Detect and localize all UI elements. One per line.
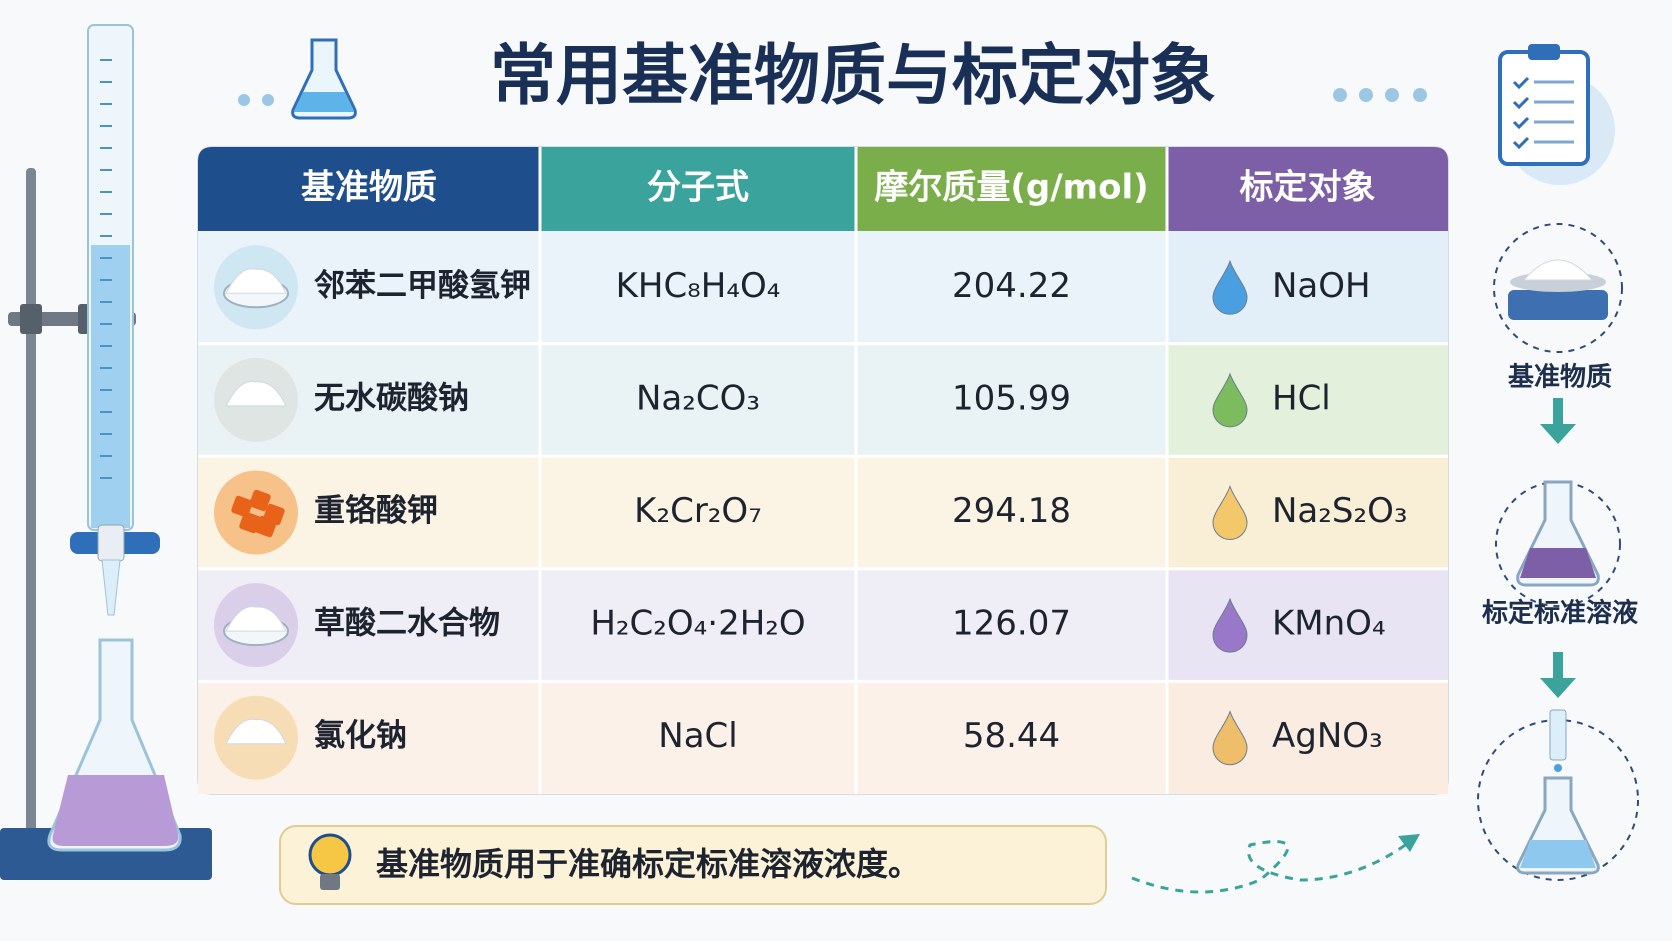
target: KMnO₄ [1272,604,1386,644]
header-label: 标定对象 [1240,168,1376,208]
stand-rod [26,168,36,843]
crystal [255,515,277,538]
molar-mass: 294.18 [952,491,1071,531]
dot [1413,88,1427,102]
target-bg [1167,231,1448,344]
check [1512,136,1530,150]
flow-burette [1549,709,1567,761]
powder [225,606,287,632]
clamp [20,304,42,334]
header-label: 基准物质 [301,168,437,208]
flask-liquid [52,775,179,846]
powder [225,380,287,407]
drop-icon [1212,597,1248,653]
target-bg [1167,343,1448,457]
formula: KHC₈H₄O₄ [616,266,781,306]
row-bg [198,231,1167,344]
compound-name: 重铬酸钾 [314,493,438,529]
target-bg [1167,681,1448,794]
target: Na₂S₂O₃ [1272,491,1408,531]
flow-label: 基准物质 [1508,363,1612,393]
target: HCl [1272,378,1331,418]
dot [1333,88,1347,102]
molar-mass: 58.44 [963,716,1060,756]
dot [238,94,250,106]
compound-name: 氯化钠 [314,718,407,754]
clipboard [1498,50,1590,166]
drop-icon [1212,485,1248,540]
burette-tip [101,559,121,616]
check [1512,116,1530,130]
row-bg [198,681,1167,794]
dot [1359,88,1373,102]
dot [1385,88,1399,102]
crystal [249,489,271,512]
burette-liquid [91,245,130,528]
target: AgNO₃ [1272,716,1383,756]
bulb [308,833,352,877]
balance-powder [1522,259,1594,281]
balance [1508,290,1608,320]
flow-arrow-head [1540,678,1576,698]
title: 常用基准物质与标定对象 [490,37,1216,114]
header-cell [1167,147,1448,231]
row-bg [198,456,1167,569]
molar-mass: 126.07 [952,604,1071,644]
compound-icon [214,470,298,555]
header-cell [540,147,856,231]
header-label: 分子式 [647,168,749,208]
flow-flask-liquid [1520,548,1596,578]
powder [225,268,287,294]
check [1512,96,1530,110]
dashed-arrow [1131,836,1416,894]
compound-name: 邻苯二甲酸氢钾 [314,268,531,304]
dot [262,94,274,106]
crystal [239,511,261,534]
header-cell [198,147,540,231]
header-label: 摩尔质量(g/mol) [874,168,1148,208]
target-bg [1167,568,1448,682]
tip-box [279,825,1107,905]
powder [225,718,287,745]
drop-icon [1212,372,1248,428]
flow-label: 标定标准溶液 [1482,598,1638,629]
header-cell [856,147,1167,231]
arrow-head [1398,834,1420,852]
row-bg [198,343,1167,457]
flow-arrow-head [1540,424,1576,444]
flow-circle [1493,223,1623,353]
check [1512,76,1530,90]
molar-mass: 105.99 [952,378,1071,418]
stopcock-body [97,524,125,562]
tip-text: 基准物质用于准确标定标准溶液浓度。 [376,845,920,883]
crystal [231,495,253,518]
flow-arrow-shaft [1553,398,1563,428]
flow-arrow-shaft [1553,652,1563,682]
drop-icon [1212,710,1248,766]
flow-flask2-liquid [1520,840,1596,868]
target: NaOH [1272,266,1371,306]
drop-icon [1212,259,1248,315]
clipboard-clip [1528,44,1560,60]
formula: NaCl [658,716,737,756]
molar-mass: 204.22 [952,266,1071,306]
target-bg [1167,456,1448,569]
bulb-base [320,874,340,890]
compound-name: 草酸二水合物 [314,606,500,642]
compound-name: 无水碳酸钠 [314,380,469,416]
row-bg [198,568,1167,682]
formula: K₂Cr₂O₇ [634,491,762,531]
formula: H₂C₂O₄·2H₂O [590,604,805,644]
flow-drop [1554,764,1562,772]
formula: Na₂CO₃ [636,378,760,418]
title-flask-liquid [294,92,354,112]
